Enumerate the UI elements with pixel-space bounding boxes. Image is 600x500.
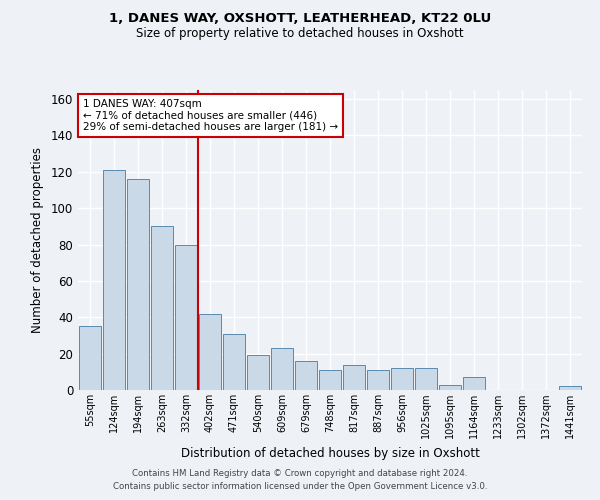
Text: 1, DANES WAY, OXSHOTT, LEATHERHEAD, KT22 0LU: 1, DANES WAY, OXSHOTT, LEATHERHEAD, KT22… [109, 12, 491, 26]
Bar [175, 244, 197, 390]
Bar [127, 179, 149, 390]
Y-axis label: Number of detached properties: Number of detached properties [31, 147, 44, 333]
Bar [319, 370, 341, 390]
Bar [415, 368, 437, 390]
Bar [439, 384, 461, 390]
Text: Size of property relative to detached houses in Oxshott: Size of property relative to detached ho… [136, 28, 464, 40]
Bar [463, 378, 485, 390]
Bar [271, 348, 293, 390]
Bar [391, 368, 413, 390]
Bar [199, 314, 221, 390]
X-axis label: Distribution of detached houses by size in Oxshott: Distribution of detached houses by size … [181, 446, 479, 460]
Bar [151, 226, 173, 390]
Bar [247, 356, 269, 390]
Bar [79, 326, 101, 390]
Text: Contains HM Land Registry data © Crown copyright and database right 2024.: Contains HM Land Registry data © Crown c… [132, 468, 468, 477]
Bar [559, 386, 581, 390]
Text: Contains public sector information licensed under the Open Government Licence v3: Contains public sector information licen… [113, 482, 487, 491]
Bar [103, 170, 125, 390]
Bar [343, 364, 365, 390]
Text: 1 DANES WAY: 407sqm
← 71% of detached houses are smaller (446)
29% of semi-detac: 1 DANES WAY: 407sqm ← 71% of detached ho… [83, 99, 338, 132]
Bar [295, 361, 317, 390]
Bar [367, 370, 389, 390]
Bar [223, 334, 245, 390]
